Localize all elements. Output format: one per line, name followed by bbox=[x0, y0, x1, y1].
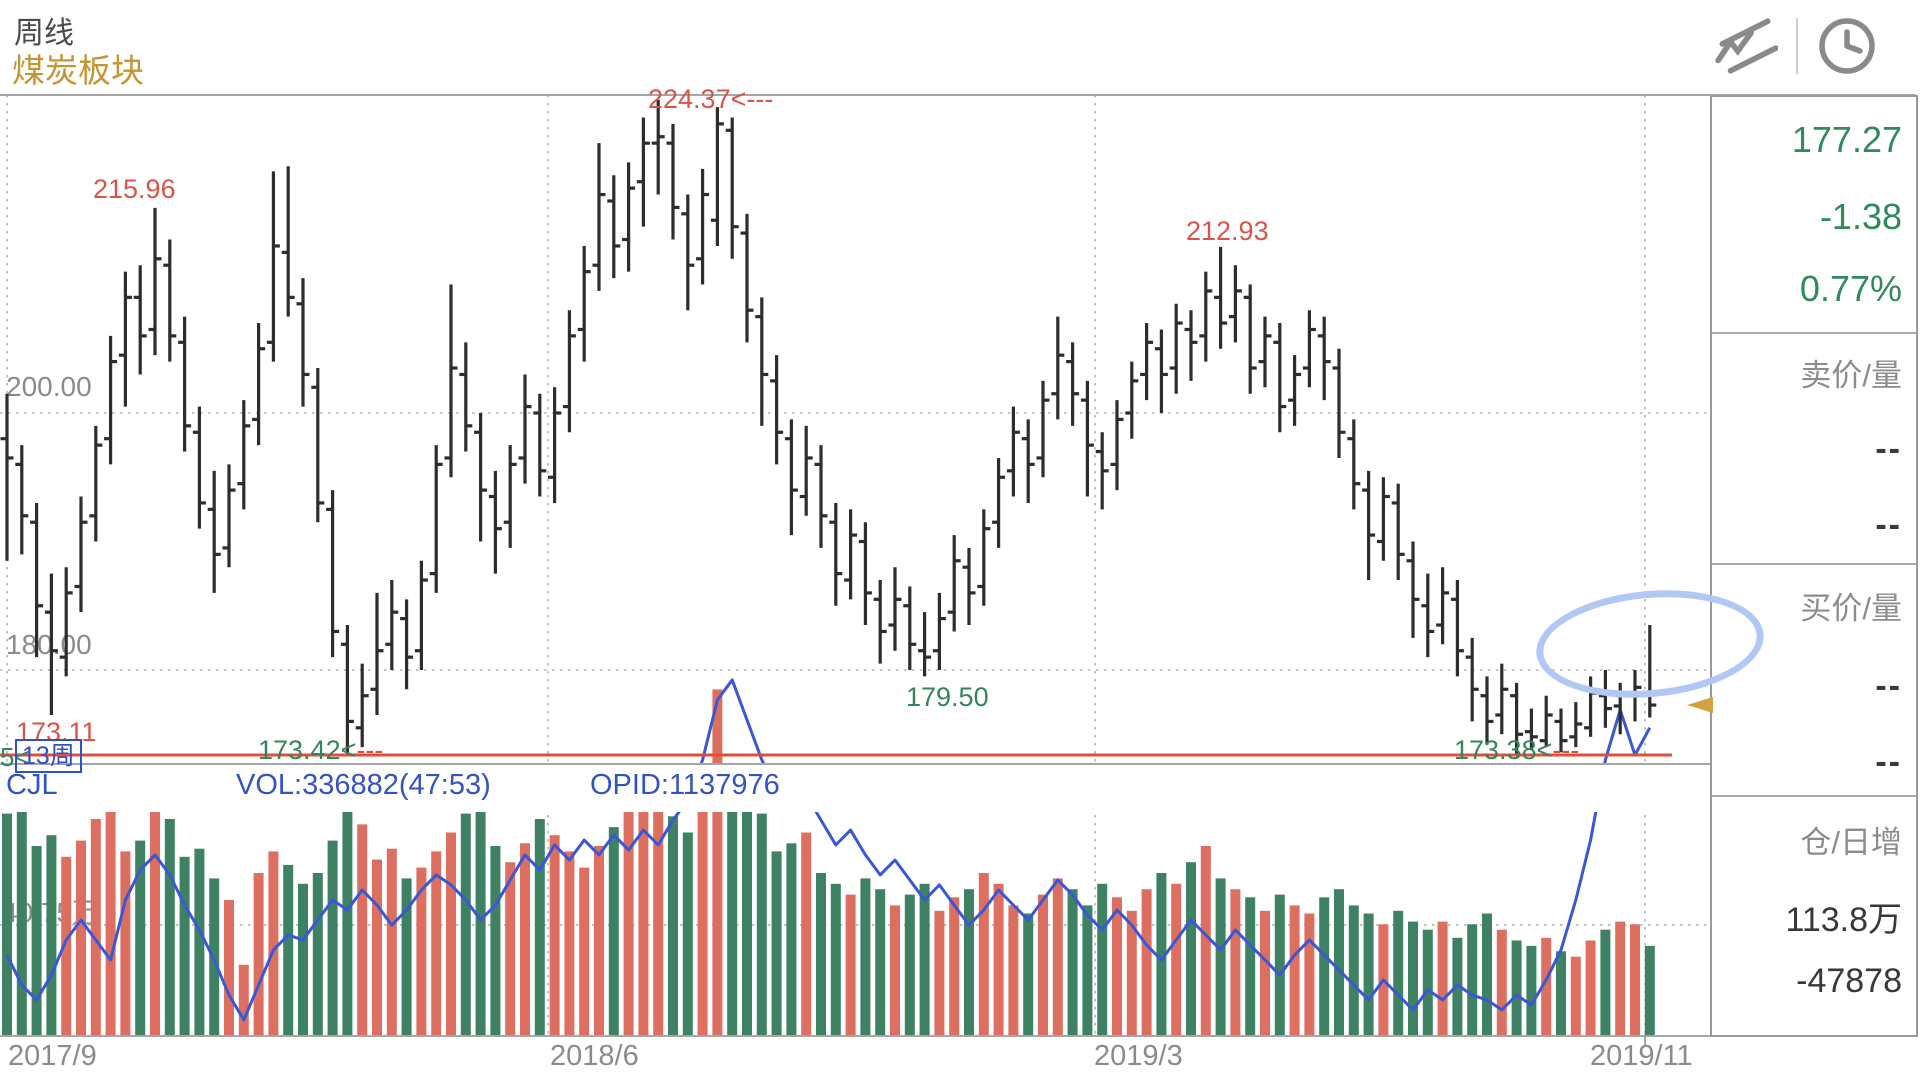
ask-price: -- bbox=[1875, 430, 1902, 468]
price-change-percent: 0.77% bbox=[1799, 268, 1902, 309]
annotation-high-mid: 224.37<--- bbox=[648, 84, 774, 114]
y-axis-label-180: 180.00 bbox=[6, 629, 92, 660]
price-change: -1.38 bbox=[1819, 196, 1902, 237]
support-right-value: 173.38< bbox=[1454, 735, 1553, 765]
bid-section: 买价/量 -- -- bbox=[1712, 565, 1916, 797]
position-section-label: 仓/日增 bbox=[1800, 825, 1902, 860]
ask-section: 卖价/量 -- -- bbox=[1712, 334, 1916, 565]
quote-section: 177.27 -1.38 0.77% bbox=[1712, 97, 1916, 334]
x-axis-label-2018-6: 2018/6 bbox=[550, 1040, 639, 1072]
open-interest-value: 113.8万 bbox=[1785, 901, 1902, 939]
toolbar-divider bbox=[1796, 18, 1798, 74]
position-section: 仓/日增 113.8万 -47878 bbox=[1712, 797, 1916, 1033]
annotation-support-left: 173.42<--- bbox=[258, 735, 383, 766]
week-count-badge: 13周 bbox=[15, 739, 82, 773]
current-price-arrow-icon bbox=[1687, 697, 1713, 713]
chart-period-label[interactable]: 周线 bbox=[14, 17, 74, 50]
gridlines bbox=[0, 95, 1710, 1035]
quote-panel: 177.27 -1.38 0.77% 卖价/量 -- -- 买价/量 -- --… bbox=[1710, 95, 1918, 1037]
volume-value-text: VOL:336882(47:53) bbox=[236, 769, 491, 801]
support-right-dashes: --- bbox=[1552, 735, 1580, 765]
pane-borders bbox=[0, 94, 1916, 1045]
daily-position-change: -47878 bbox=[1796, 962, 1902, 1000]
indicator-text-strip bbox=[0, 763, 1710, 812]
annotation-support-right: 173.38<--- bbox=[1454, 735, 1579, 766]
x-axis-label-2017-9: 2017/9 bbox=[8, 1040, 97, 1072]
volume-bars bbox=[2, 689, 1655, 1035]
indicator-icon[interactable] bbox=[1712, 17, 1778, 75]
left-edge-fragment: 5< bbox=[0, 742, 30, 772]
opid-value-text: OPID:1137976 bbox=[590, 769, 780, 801]
symbol-name[interactable]: 煤炭板块 bbox=[12, 52, 144, 89]
x-axis-label-2019-3: 2019/3 bbox=[1094, 1040, 1183, 1072]
ask-quantity: -- bbox=[1875, 506, 1902, 544]
bid-quantity: -- bbox=[1875, 743, 1902, 781]
toolbar bbox=[1712, 10, 1912, 82]
support-left-dashes: --- bbox=[356, 735, 384, 765]
clock-icon[interactable] bbox=[1816, 15, 1878, 77]
y-axis-label-200: 200.00 bbox=[6, 371, 92, 402]
annotation-high-left: 215.96 bbox=[93, 174, 176, 204]
support-left-value: 173.42< bbox=[258, 735, 357, 765]
annotation-low-mid: 179.50 bbox=[906, 682, 989, 712]
last-price: 177.27 bbox=[1791, 119, 1902, 160]
x-axis-label-2019-11: 2019/11 bbox=[1590, 1040, 1693, 1072]
annotation-low-left-price: 173.11 bbox=[16, 717, 97, 747]
annotation-high-right: 212.93 bbox=[1186, 216, 1269, 246]
bid-section-label: 买价/量 bbox=[1800, 591, 1902, 626]
ask-section-label: 卖价/量 bbox=[1800, 358, 1902, 393]
volume-indicator-name[interactable]: CJL bbox=[6, 769, 58, 801]
bid-price: -- bbox=[1875, 667, 1902, 705]
price-bars bbox=[0, 99, 1657, 756]
open-interest-line bbox=[5, 678, 1652, 1022]
